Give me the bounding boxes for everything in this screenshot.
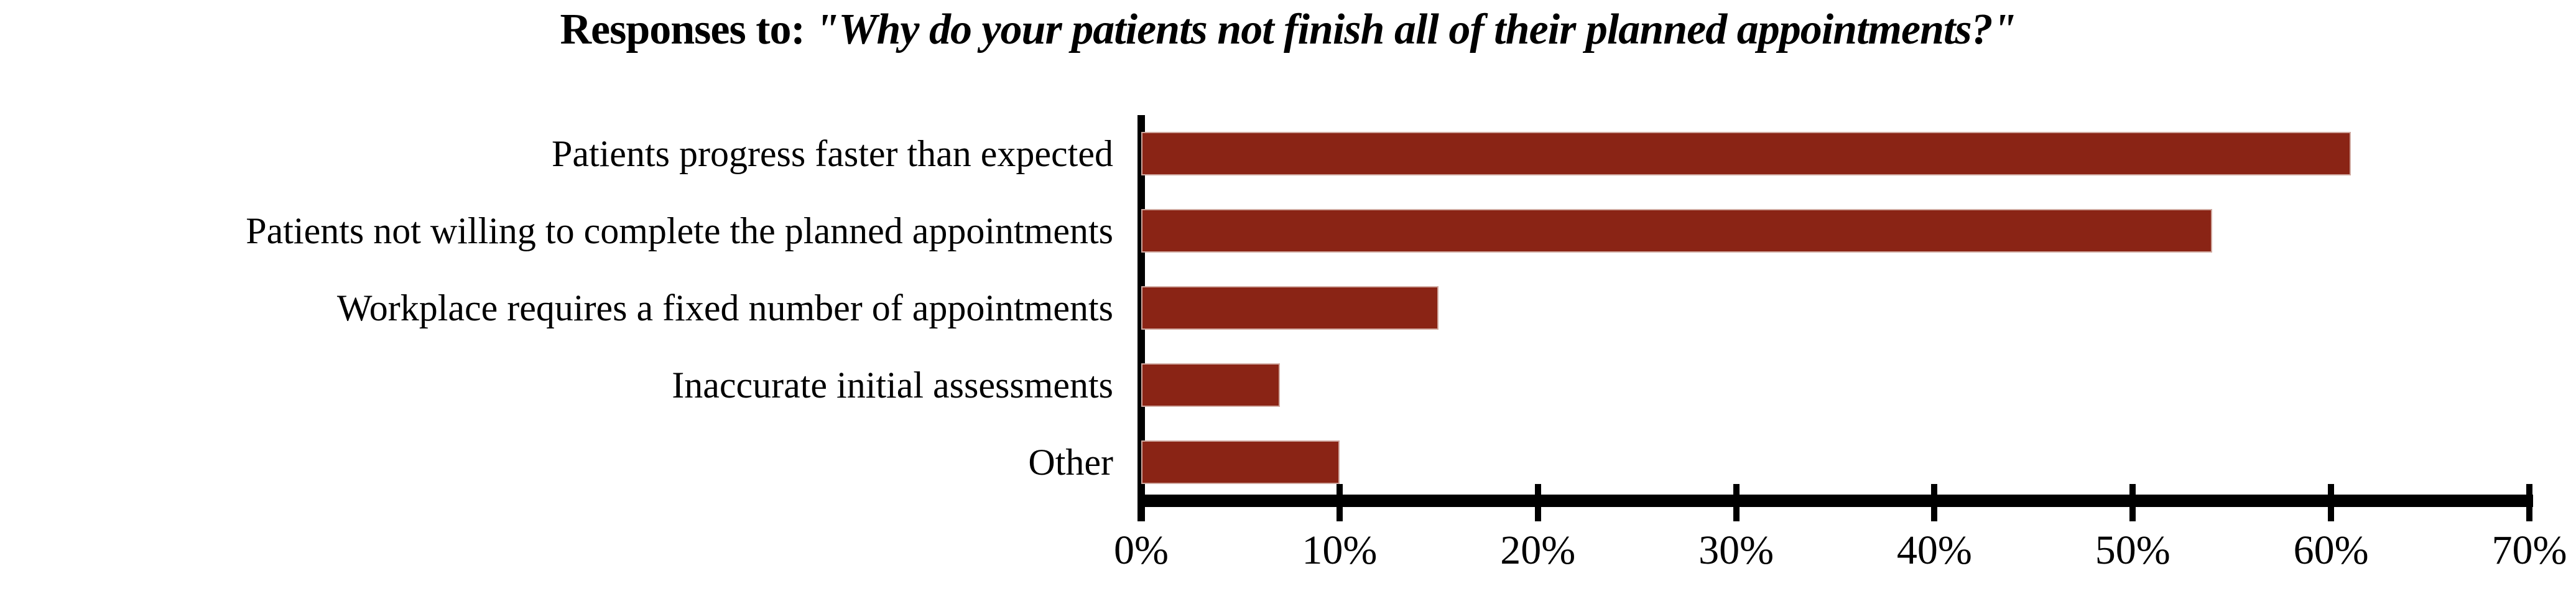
bar-row [1141,440,2529,484]
bar [1141,440,1340,484]
x-axis-tick [2526,484,2532,521]
bar [1141,286,1439,330]
x-axis-tick [2129,484,2136,521]
x-axis-tick-label: 50% [2095,528,2171,573]
bar-row [1141,286,2529,330]
bar [1141,363,1281,407]
plot-area: 0% 10% 20% 30% 40% 50% 60% 70% [1114,115,2567,573]
chart-title: Responses to: "Why do your patients not … [0,5,2576,55]
category-label: Patients progress faster than expected [551,133,1113,174]
x-axis-tick-label: 20% [1500,528,1576,573]
x-axis-tick-label: 10% [1302,528,1378,573]
x-axis-tick [1336,484,1343,521]
category-label: Patients not willing to complete the pla… [246,210,1113,251]
x-axis-tick [1534,484,1541,521]
bar-row [1141,363,2529,407]
chart-title-question: "Why do your patients not finish all of … [815,6,2016,54]
category-label: Workplace requires a fixed number of app… [336,287,1113,328]
x-axis-tick [1931,484,1938,521]
bar [1141,209,2212,253]
bar-row [1141,209,2529,253]
x-axis-tick-label: 70% [2491,528,2567,573]
bar [1141,132,2351,175]
chart-title-prefix: Responses to: [560,6,815,54]
x-axis-tick [2328,484,2335,521]
x-axis-tick-label: 30% [1698,528,1774,573]
bar-row [1141,132,2529,175]
x-axis-tick-label: 0% [1114,528,1169,573]
x-axis-tick [1733,484,1740,521]
x-axis-tick [1138,484,1144,521]
x-axis-tick-label: 60% [2293,528,2369,573]
category-axis-labels: Patients progress faster than expected Pa… [0,115,1113,501]
category-label: Inaccurate initial assessments [672,365,1113,406]
category-label: Other [1028,442,1113,483]
x-axis-line [1137,495,2533,507]
x-axis-tick-label: 40% [1896,528,1972,573]
